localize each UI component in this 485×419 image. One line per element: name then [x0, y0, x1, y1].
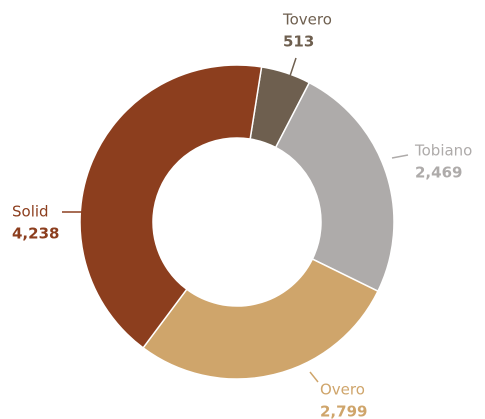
leader-line	[391, 154, 409, 159]
value-label: 2,799	[320, 403, 367, 419]
leader-line	[289, 57, 297, 77]
segment-label: Tovero	[282, 11, 332, 29]
donut-segment	[142, 258, 379, 380]
leader-line	[309, 371, 319, 383]
donut-segment	[79, 64, 263, 349]
value-label: 513	[283, 33, 314, 51]
donut-segment	[274, 81, 395, 293]
segment-label: Solid	[12, 203, 49, 221]
segment-label: Overo	[320, 381, 365, 399]
value-label: 4,238	[12, 225, 59, 243]
value-label: 2,469	[415, 164, 462, 182]
segment-label: Tobiano	[414, 142, 472, 160]
